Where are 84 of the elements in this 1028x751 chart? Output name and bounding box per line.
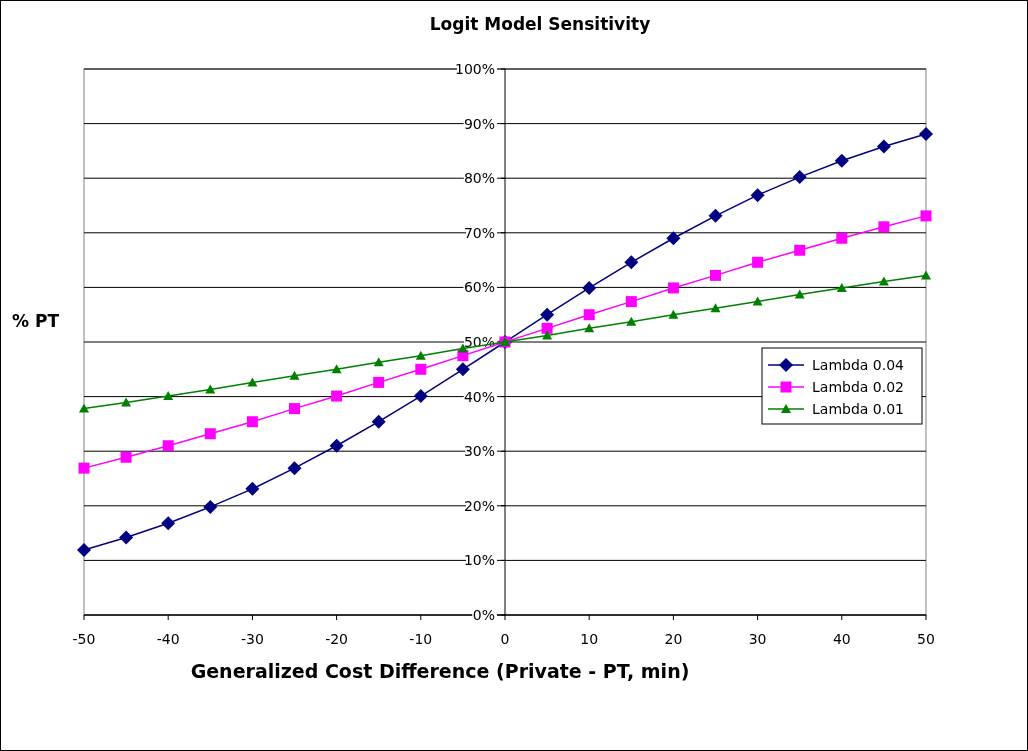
point (162, 440, 174, 452)
point (878, 276, 889, 286)
y-tick-label: 90% (463, 115, 495, 132)
x-axis-title: Generalized Cost Difference (Private - PT, min) (190, 660, 690, 682)
point (583, 309, 595, 321)
point (836, 232, 848, 244)
y-tick-label: 100% (454, 61, 495, 77)
point (205, 384, 216, 394)
point (245, 481, 260, 496)
point (878, 221, 890, 233)
point (584, 323, 595, 333)
point (413, 389, 428, 404)
point (289, 403, 300, 415)
point (582, 280, 597, 295)
point (247, 377, 258, 387)
y-tick-label: 0% (472, 607, 495, 623)
point (415, 363, 427, 375)
point (919, 126, 933, 141)
point (120, 451, 132, 463)
point (163, 391, 174, 401)
y-tick-label: 30% (463, 443, 495, 460)
x-tick-label: 30 (748, 631, 767, 647)
y-tick-label: 80% (463, 170, 495, 187)
point (77, 543, 91, 558)
point (710, 303, 721, 313)
point (121, 397, 132, 407)
chart-title: Logit Model Sensitivity (429, 14, 651, 34)
point (834, 153, 849, 168)
point (792, 170, 807, 185)
point (626, 316, 637, 326)
point (415, 350, 426, 360)
point (625, 296, 637, 308)
point (920, 210, 932, 222)
point (794, 244, 806, 256)
point (161, 516, 176, 531)
legend-label: Lambda 0.02 (812, 379, 904, 395)
point (119, 530, 134, 545)
point (331, 364, 342, 374)
point (667, 282, 679, 294)
point (373, 357, 384, 367)
point (246, 416, 258, 428)
point (541, 322, 553, 334)
x-tick-label: -20 (325, 631, 349, 647)
x-tick-label: -50 (72, 631, 96, 647)
point (750, 188, 765, 203)
x-tick-label: 0 (500, 631, 510, 647)
legend-label: Lambda 0.04 (812, 357, 905, 373)
y-tick-label: 10% (463, 552, 495, 569)
x-tick-label: 10 (580, 631, 599, 647)
point (624, 255, 639, 270)
point (78, 462, 90, 474)
point (331, 390, 343, 402)
x-tick-label: -10 (409, 631, 433, 647)
point (876, 139, 891, 154)
point (371, 414, 386, 429)
point (455, 362, 470, 377)
point (921, 270, 931, 280)
x-tick-label: 20 (664, 631, 683, 647)
y-tick-label: 70% (463, 224, 495, 241)
point (204, 428, 216, 440)
point (373, 376, 385, 388)
point (752, 256, 764, 268)
point (836, 282, 847, 292)
point (668, 309, 679, 319)
point (708, 208, 723, 223)
point (710, 269, 721, 281)
point (289, 370, 300, 380)
point (752, 296, 763, 306)
x-tick-label: -40 (156, 631, 180, 647)
point (79, 403, 89, 413)
point (329, 438, 344, 453)
x-tick-label: -30 (240, 631, 264, 647)
point (203, 499, 218, 514)
y-axis-title: % PT (12, 311, 60, 331)
x-tick-label: 40 (832, 631, 851, 647)
y-tick-label: 20% (463, 497, 495, 514)
y-tick-label: 40% (463, 388, 495, 405)
x-tick-label: 50 (917, 631, 935, 647)
y-tick-label: 60% (463, 279, 495, 296)
legend-label: Lambda 0.01 (812, 401, 904, 417)
point (540, 307, 555, 322)
point (287, 461, 302, 476)
point (666, 231, 681, 246)
point (542, 330, 553, 340)
